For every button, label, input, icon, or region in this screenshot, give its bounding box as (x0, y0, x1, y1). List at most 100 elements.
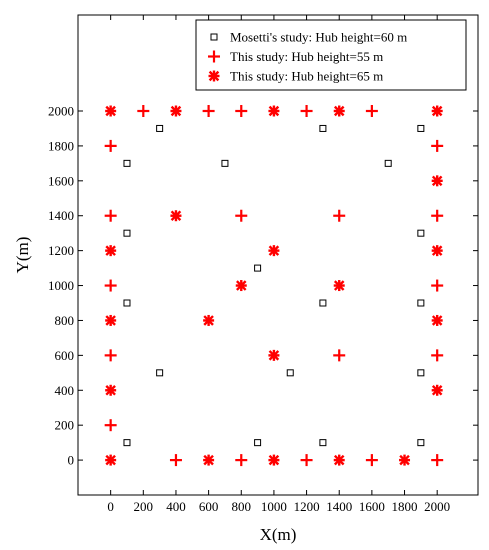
x-tick-label: 1600 (359, 499, 385, 514)
marker-square (417, 299, 425, 307)
marker-plus (365, 105, 378, 117)
marker-square (254, 264, 262, 272)
legend-box (195, 19, 467, 91)
x-tick-label: 1200 (294, 499, 320, 514)
y-tick-label: 200 (55, 418, 75, 433)
marker-asterisk (333, 105, 345, 117)
marker-plus (333, 209, 346, 222)
marker-asterisk (105, 105, 117, 117)
marker-plus (300, 454, 313, 467)
y-tick-label: 1000 (48, 278, 74, 293)
marker-asterisk (268, 245, 280, 257)
marker-square (417, 439, 425, 447)
data-markers (104, 105, 444, 467)
marker-square (417, 229, 425, 237)
marker-square (384, 159, 392, 167)
y-axis-title: Y(m) (13, 237, 32, 274)
marker-square (123, 439, 131, 447)
x-tick-label: 800 (232, 499, 252, 514)
y-tick-label: 2000 (48, 104, 74, 119)
marker-asterisk (268, 349, 280, 361)
marker-asterisk (170, 210, 182, 222)
marker-square (123, 159, 131, 167)
marker-square (319, 299, 327, 307)
marker-asterisk (431, 105, 443, 117)
marker-plus (104, 139, 117, 152)
legend-label: Mosetti's study: Hub height=60 m (230, 30, 407, 45)
y-tick-label: 1800 (48, 138, 74, 153)
marker-square (123, 229, 131, 237)
x-tick-label: 400 (166, 499, 186, 514)
y-tick-label: 1200 (48, 243, 74, 258)
legend-marker-asterisk (208, 70, 220, 82)
legend-label: This study: Hub height=55 m (230, 49, 383, 64)
axis-ticks (78, 15, 478, 495)
x-tick-label: 1400 (326, 499, 352, 514)
marker-square (319, 439, 327, 447)
marker-plus (235, 454, 248, 467)
legend: Mosetti's study: Hub height=60 m This stu… (195, 19, 467, 91)
marker-plus (431, 209, 444, 222)
marker-square (254, 439, 262, 447)
marker-plus (333, 349, 346, 362)
marker-plus (202, 105, 215, 117)
marker-square (156, 124, 164, 132)
marker-asterisk (333, 280, 345, 292)
marker-plus (104, 349, 117, 362)
marker-plus (104, 209, 117, 222)
marker-asterisk (105, 314, 117, 326)
marker-plus (104, 279, 117, 292)
marker-square (286, 369, 294, 377)
marker-plus (300, 105, 313, 117)
marker-asterisk (268, 454, 280, 466)
x-tick-label: 1000 (261, 499, 287, 514)
x-tick-label: 2000 (424, 499, 450, 514)
marker-asterisk (399, 454, 411, 466)
marker-square (156, 369, 164, 377)
marker-asterisk (235, 280, 247, 292)
x-tick-label: 0 (107, 499, 114, 514)
marker-plus (169, 454, 182, 467)
marker-asterisk (431, 384, 443, 396)
marker-square (123, 299, 131, 307)
marker-asterisk (333, 454, 345, 466)
legend-label: This study: Hub height=65 m (230, 69, 383, 84)
marker-square (417, 124, 425, 132)
legend-marker-plus (208, 50, 220, 63)
marker-plus (235, 105, 248, 117)
marker-asterisk (203, 454, 215, 466)
marker-plus (137, 105, 150, 117)
marker-asterisk (203, 314, 215, 326)
marker-plus (235, 209, 248, 222)
y-tick-label: 1600 (48, 173, 74, 188)
marker-plus (104, 419, 117, 432)
y-tick-label: 400 (55, 383, 75, 398)
marker-asterisk (431, 245, 443, 257)
marker-asterisk (170, 105, 182, 117)
y-tick-label: 600 (55, 348, 75, 363)
marker-plus (431, 349, 444, 362)
marker-asterisk (105, 245, 117, 257)
marker-asterisk (268, 105, 280, 117)
y-tick-label: 1400 (48, 208, 74, 223)
marker-asterisk (105, 454, 117, 466)
marker-plus (431, 139, 444, 152)
y-tick-label: 800 (55, 313, 75, 328)
marker-asterisk (431, 314, 443, 326)
x-axis-title: X(m) (260, 525, 297, 544)
marker-square (319, 124, 327, 132)
marker-asterisk (431, 175, 443, 187)
marker-plus (431, 454, 444, 467)
legend-marker-square (210, 33, 218, 41)
marker-square (221, 159, 229, 167)
marker-asterisk (105, 384, 117, 396)
marker-square (417, 369, 425, 377)
x-tick-label: 200 (134, 499, 154, 514)
axis-tick-labels: 0 200 400 600 800 1000 1200 1400 1600 1800 2000 0 20… (48, 104, 450, 515)
x-tick-label: 1800 (392, 499, 418, 514)
x-tick-label: 600 (199, 499, 219, 514)
marker-plus (365, 454, 378, 467)
marker-plus (431, 279, 444, 292)
y-tick-label: 0 (68, 453, 75, 468)
